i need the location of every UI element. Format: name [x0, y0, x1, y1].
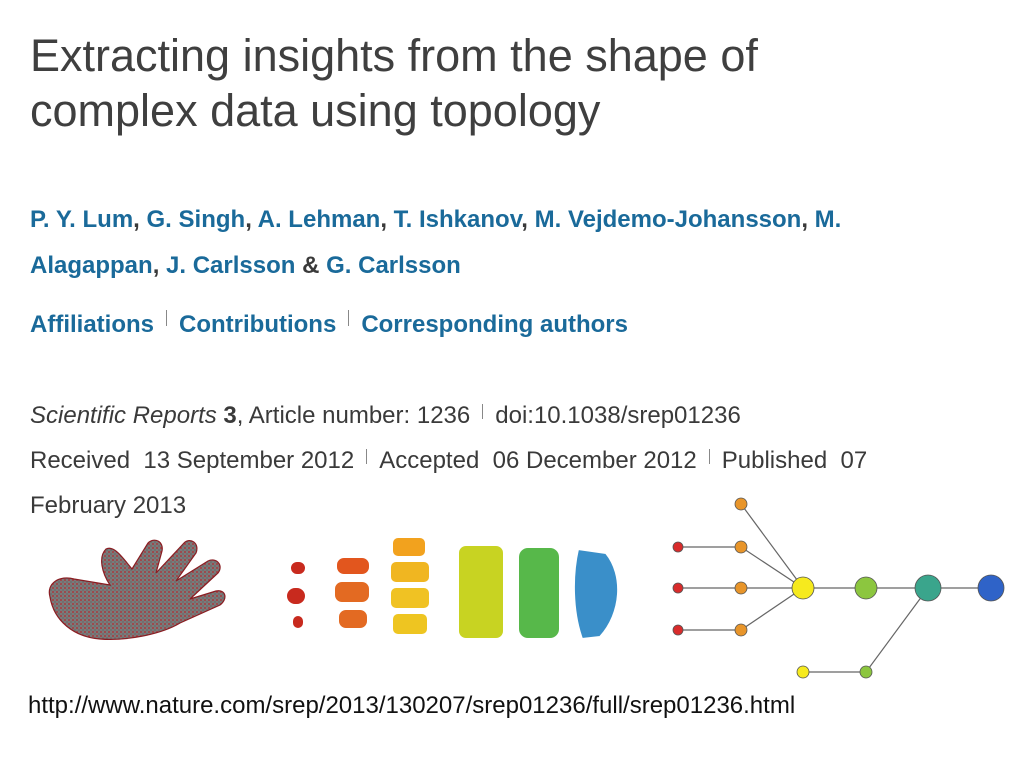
doi: doi:10.1038/srep01236 [495, 402, 741, 429]
title-line-1: Extracting insights from the shape of [30, 30, 758, 81]
graph-node [854, 576, 878, 600]
author-link[interactable]: J. Carlsson [166, 252, 296, 279]
graph-node [734, 540, 748, 554]
meta-divider [366, 449, 368, 464]
citation-row: Scientific Reports 3, Article number: 12… [30, 393, 1022, 438]
published-date: Published 07 [721, 447, 868, 474]
author-separator: , [801, 206, 808, 233]
author-link[interactable]: G. Carlsson [326, 252, 461, 279]
graph-node [734, 581, 748, 595]
author-link[interactable]: M. [814, 206, 842, 233]
author-separator: , [133, 206, 140, 233]
author-separator: , [380, 206, 387, 233]
received-date: Received 13 September 2012 [30, 447, 355, 474]
graph-node [672, 624, 684, 636]
journal-name: Scientific Reports [30, 402, 217, 429]
graph-node [914, 574, 942, 602]
published-date-continued: February 2013 [30, 492, 187, 519]
author-list: P. Y. Lum, G. Singh, A. Lehman, T. Ishka… [30, 197, 1020, 289]
affiliations-link[interactable]: Affiliations [30, 311, 154, 338]
link-divider [166, 310, 167, 326]
graph-node [672, 541, 684, 553]
author-separator: , [245, 206, 252, 233]
graph-node [796, 665, 810, 679]
title-line-2: complex data using topology [30, 85, 601, 136]
author-link[interactable]: Alagappan [30, 252, 153, 279]
article-metadata: Scientific Reports 3, Article number: 12… [30, 393, 1022, 528]
graph-node [672, 582, 684, 594]
graph-node [734, 497, 748, 511]
graph-node [734, 623, 748, 637]
hand-point-cloud-icon [48, 539, 226, 640]
meta-divider [482, 404, 484, 419]
author-link[interactable]: A. Lehman [257, 206, 381, 233]
hand-slices-gradient-icon [285, 536, 619, 641]
author-link[interactable]: P. Y. Lum [30, 206, 134, 233]
journal-volume: 3 [223, 402, 237, 429]
corresponding-authors-link[interactable]: Corresponding authors [361, 311, 628, 338]
graph-node [859, 665, 873, 679]
link-divider [348, 310, 350, 326]
topological-network-graph-icon [672, 497, 1005, 679]
graph-node [977, 574, 1005, 602]
graph-node [791, 576, 815, 600]
article-title: Extracting insights from the shape of co… [30, 28, 990, 138]
article-number: Article number: 1236 [248, 402, 471, 429]
author-link[interactable]: T. Ishkanov [393, 206, 522, 233]
accepted-date: Accepted 06 December 2012 [379, 447, 697, 474]
contributions-link[interactable]: Contributions [179, 311, 337, 338]
article-url[interactable]: http://www.nature.com/srep/2013/130207/s… [28, 692, 796, 719]
meta-divider [708, 449, 710, 464]
author-link[interactable]: G. Singh [146, 206, 246, 233]
author-separator: , [521, 206, 528, 233]
citation-separator: , [236, 402, 244, 429]
dates-row: Received 13 September 2012 Accepted 06 De… [30, 438, 1022, 483]
author-ampersand: & [302, 252, 320, 279]
author-separator: , [152, 252, 160, 279]
author-link[interactable]: M. Vejdemo-Johansson [534, 206, 802, 233]
article-links: Affiliations Contributions Corresponding a… [30, 310, 628, 339]
